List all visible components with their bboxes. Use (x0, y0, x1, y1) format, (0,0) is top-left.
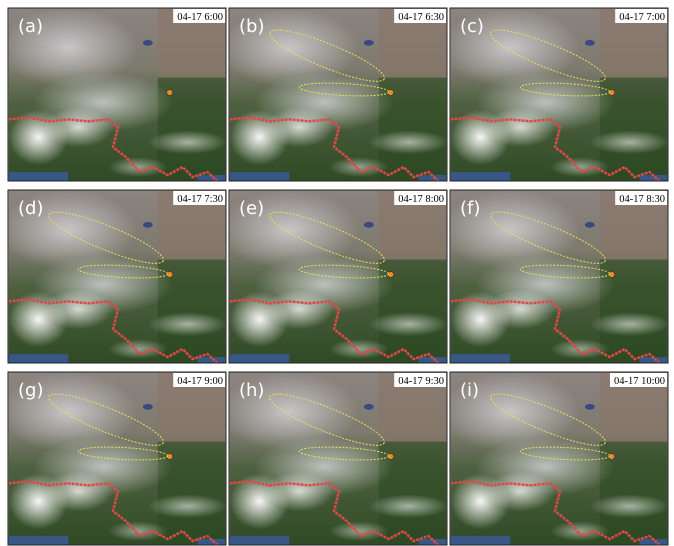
panel: (h) 04-17 9:30 (220, 372, 449, 545)
panel-time: 04-17 6:30 (398, 12, 444, 23)
panel: (f) 04-17 8:30 (441, 190, 670, 363)
panel-time: 04-17 9:00 (177, 376, 223, 387)
panel-time: 04-17 7:00 (619, 12, 665, 23)
panel-time: 04-17 7:30 (177, 194, 223, 205)
panel-time: 04-17 6:00 (177, 12, 223, 23)
panel-label: (e) (239, 198, 264, 219)
panel: (e) 04-17 8:00 (220, 190, 449, 363)
panel-label: (g) (18, 380, 43, 401)
panel-label: (c) (460, 16, 484, 37)
panel-label: (a) (18, 16, 43, 37)
figure: (a)04-17 6:00(b)04-17 6:30(c)04-17 7:00(… (0, 0, 674, 546)
panel-label: (b) (239, 16, 264, 37)
panel-time: 04-17 8:00 (398, 194, 444, 205)
panel-label: (h) (239, 380, 264, 401)
panel-time: 04-17 9:30 (398, 376, 444, 387)
panel-label: (i) (460, 380, 479, 401)
panel: (i) 04-17 10:00 (441, 372, 670, 545)
panel: (g) 04-17 9:00 (0, 372, 227, 545)
panel: (b) 04-17 6:30 (220, 8, 449, 181)
panel-time: 04-17 10:00 (614, 376, 665, 387)
panel-label: (d) (18, 198, 43, 219)
panel-time: 04-17 8:30 (619, 194, 665, 205)
panel: (a) 04-17 6:00 (0, 8, 227, 181)
panel: (d) 04-17 7:30 (0, 190, 227, 363)
panel-label: (f) (460, 198, 480, 219)
panel: (c) 04-17 7:00 (441, 8, 670, 181)
